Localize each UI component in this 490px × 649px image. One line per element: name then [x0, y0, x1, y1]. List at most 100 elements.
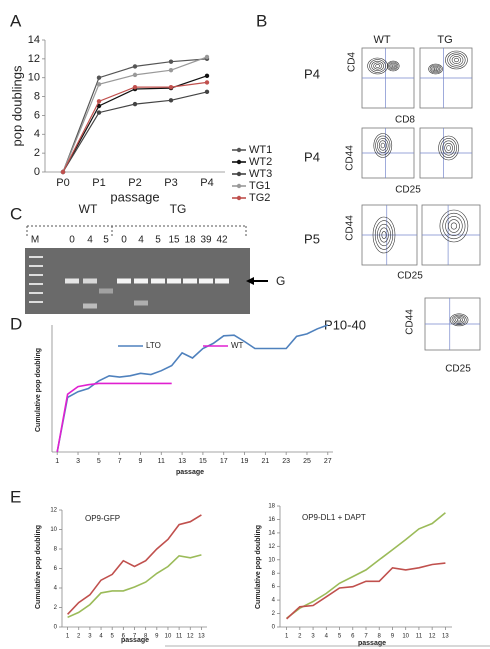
contour: [371, 60, 384, 72]
y-tick-label: 14: [28, 34, 40, 46]
y-tick-label: 10: [28, 72, 40, 84]
axis-label: CD44: [345, 145, 356, 171]
contour: [432, 66, 439, 72]
axis-label: CD25: [395, 185, 421, 196]
x-tick-label: 7: [118, 458, 122, 465]
lane-label: 0: [69, 235, 75, 246]
axis-label: CD4: [347, 52, 358, 72]
ladder-band: [29, 292, 43, 294]
gel-band: [99, 288, 113, 294]
point: [204, 80, 210, 85]
row-label: P10-40: [324, 317, 366, 332]
x-axis-label: passage: [121, 637, 149, 644]
contour: [438, 135, 459, 161]
point: [204, 73, 210, 79]
x-tick-label: 8: [144, 634, 148, 640]
contour: [449, 54, 464, 66]
axis-label: CD44: [405, 309, 416, 335]
x-tick-label: 10: [402, 634, 409, 640]
x-tick-label: P2: [128, 177, 141, 189]
y-tick-label: 16: [268, 517, 275, 523]
contour: [373, 62, 382, 70]
y-tick-label: 6: [272, 584, 276, 590]
point: [168, 59, 174, 64]
panel-label: A: [10, 11, 22, 30]
legend-label: LTO: [146, 341, 161, 350]
x-tick-label: 9: [391, 634, 395, 640]
contour: [433, 67, 438, 71]
y-tick-label: 4: [272, 598, 276, 604]
y-tick-label: 6: [54, 566, 58, 572]
y-tick-label: 8: [54, 547, 58, 553]
point: [168, 67, 174, 73]
point: [132, 84, 138, 90]
gel-band: [199, 278, 213, 284]
contour: [455, 317, 463, 323]
x-tick-label: P0: [56, 177, 69, 189]
lane-label: 4: [138, 235, 144, 246]
point: [96, 110, 102, 115]
contour: [428, 63, 443, 75]
legend-label: TG2: [249, 192, 270, 204]
gel-band: [167, 278, 181, 284]
x-tick-label: 9: [155, 634, 159, 640]
legend-marker: [236, 183, 242, 189]
axis-label: CD25: [445, 364, 471, 375]
contour: [375, 135, 391, 156]
contour: [380, 142, 385, 149]
axis-label: CD25: [397, 271, 423, 282]
chart-title: OP9-DL1 + DAPT: [302, 513, 366, 522]
legend-marker: [236, 171, 242, 177]
contour: [369, 59, 386, 73]
x-tick-label: 7: [133, 634, 137, 640]
x-tick-label: 12: [187, 634, 194, 640]
contour: [451, 56, 462, 64]
series-line: [286, 562, 446, 620]
series-line: [67, 514, 202, 615]
y-tick-label: 0: [54, 625, 58, 631]
contour: [377, 223, 391, 247]
legend-label: WT1: [249, 144, 272, 156]
gel-band: [65, 278, 79, 284]
contour: [388, 61, 399, 71]
x-tick-label: 27: [324, 458, 332, 465]
legend-marker: [236, 195, 242, 201]
legend-label: WT: [231, 341, 244, 350]
contour: [451, 314, 467, 325]
contour: [379, 227, 389, 243]
series-line: [56, 382, 172, 453]
series-line: [67, 554, 202, 619]
y-tick-label: 10: [268, 557, 275, 563]
contour: [374, 220, 394, 250]
x-tick-label: 17: [220, 458, 228, 465]
x-tick-label: 13: [178, 458, 186, 465]
y-tick-label: 2: [54, 605, 58, 611]
y-tick-label: 14: [268, 530, 275, 536]
contour: [372, 216, 396, 254]
contour: [386, 60, 400, 72]
x-tick-label: 13: [442, 634, 449, 640]
chart-title: OP9-GFP: [85, 514, 120, 523]
point: [96, 82, 102, 87]
group-label: WT: [79, 202, 98, 216]
point: [96, 75, 102, 80]
x-tick-label: 12: [429, 634, 436, 640]
point: [132, 72, 138, 78]
contour: [440, 138, 457, 158]
contour: [390, 63, 396, 69]
gel-band: [83, 278, 97, 284]
contour: [439, 209, 469, 243]
ladder-band: [29, 274, 43, 276]
legend-label: WT3: [249, 168, 272, 180]
point: [204, 54, 210, 60]
x-axis-label: passage: [176, 469, 204, 476]
point: [168, 98, 174, 103]
x-tick-label: 11: [416, 634, 423, 640]
y-tick-label: 2: [34, 147, 40, 159]
contour: [447, 52, 466, 68]
series-line: [62, 81, 208, 173]
lane-label: 15: [168, 235, 180, 246]
ladder-band: [29, 283, 43, 285]
lane-label: 18: [184, 235, 196, 246]
